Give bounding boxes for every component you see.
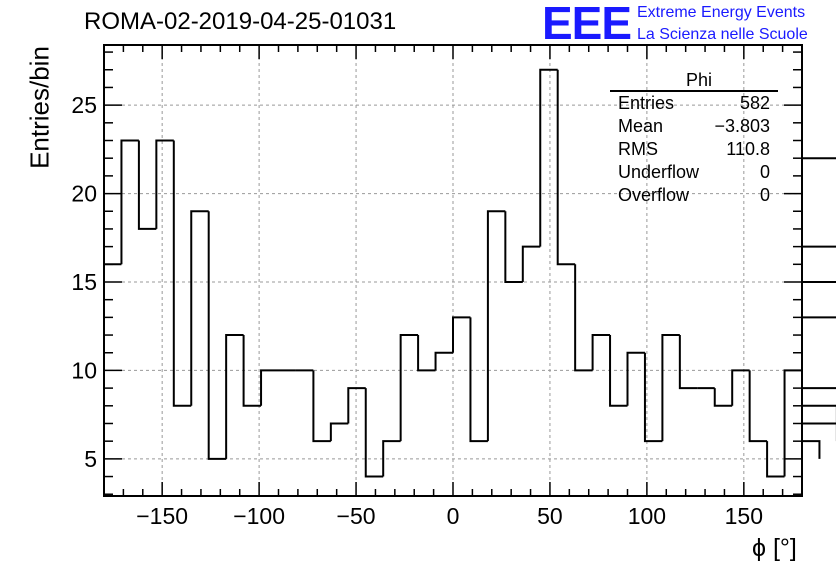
stats-label: RMS (618, 139, 658, 159)
stats-value: 0 (759, 162, 770, 182)
histogram-bin (802, 280, 836, 283)
stats-row-underflow: Underflow 0 (610, 161, 778, 184)
logo-line-1: Extreme Energy Events (637, 4, 806, 21)
x-tick-label: 150 (725, 503, 763, 529)
histogram-bin (766, 441, 785, 478)
histogram-bin (137, 140, 157, 230)
histogram-bin (678, 335, 698, 390)
axis-ticks (103, 45, 803, 496)
histogram-bin (521, 245, 541, 282)
x-tick-labels: −150 −100 −50 0 50 100 150 (136, 503, 763, 529)
histogram-bin (417, 335, 436, 372)
histogram-bin (329, 422, 349, 442)
stats-row-mean: Mean −3.803 (610, 115, 778, 138)
stats-title: Phi (610, 70, 778, 92)
stats-row-rms: RMS 110.8 (610, 138, 778, 161)
histogram-bin (626, 351, 645, 406)
histogram-bin (802, 245, 836, 248)
histogram-bin (802, 157, 836, 160)
x-tick-label: 50 (537, 503, 563, 529)
chart-title: ROMA-02-2019-04-25-01031 (84, 8, 397, 35)
x-tick-label: −100 (233, 503, 285, 529)
histogram-bin (347, 387, 366, 424)
stats-label: Overflow (618, 185, 690, 205)
histogram-bin (364, 388, 384, 478)
y-tick-label: 15 (71, 269, 97, 295)
histogram-bin (190, 210, 209, 406)
histogram-bin (172, 140, 192, 407)
stats-value: 582 (739, 93, 770, 113)
stats-box: Phi Entries 582 Mean −3.803 RMS 110.8 Un… (610, 70, 778, 207)
stats-value: 0 (759, 185, 770, 205)
logo-line-2: La Scienza nelle Scuole (637, 26, 808, 43)
histogram-bin (504, 211, 523, 283)
x-tick-label: −50 (337, 503, 376, 529)
x-tick-label: 0 (447, 503, 460, 529)
histogram-bin (556, 69, 576, 266)
y-tick-label: 20 (71, 181, 97, 207)
histogram-bin (120, 139, 139, 265)
y-tick-label: 25 (71, 92, 97, 118)
stats-label: Mean (618, 116, 664, 136)
histogram-bin (399, 334, 419, 442)
x-axis-label: ϕ [°] (752, 534, 797, 562)
stats-row-entries: Entries 582 (610, 92, 778, 115)
x-tick-label: 100 (628, 503, 666, 529)
y-axis-label: Entries/bin (24, 46, 55, 169)
histogram-bin (225, 334, 244, 459)
y-tick-label: 5 (84, 446, 97, 472)
histogram-bin (574, 264, 593, 372)
histogram-bin (802, 440, 821, 459)
histogram-bin (155, 139, 174, 229)
histogram-bin (469, 317, 488, 443)
histogram-bin (609, 335, 628, 407)
histogram-bin (643, 352, 663, 443)
eee-logo: EEE (542, 0, 632, 49)
histogram-bin (260, 369, 279, 406)
histogram-bin (731, 369, 750, 406)
histogram-bin (539, 68, 558, 247)
histogram-bin (242, 335, 262, 407)
histogram-bin (382, 440, 401, 477)
histogram-bin (591, 334, 611, 371)
y-tick-labels: 5 10 15 20 25 (71, 92, 97, 472)
histogram-bin (713, 388, 733, 407)
histogram-bin (748, 370, 768, 443)
stats-value: −3.803 (714, 116, 770, 136)
stats-label: Entries (618, 93, 675, 113)
histogram-bin (661, 334, 680, 442)
histogram-bin (802, 422, 836, 425)
y-tick-label: 10 (71, 357, 97, 383)
histogram-bin (802, 404, 836, 442)
histogram-bin (452, 316, 471, 353)
stats-value: 110.8 (726, 139, 770, 159)
histogram-bin (207, 211, 227, 460)
x-tick-label: −150 (136, 503, 188, 529)
stats-row-overflow: Overflow 0 (610, 184, 778, 207)
histogram-bin (312, 370, 331, 443)
histogram-bin (486, 210, 506, 442)
stats-label: Underflow (618, 162, 700, 182)
histogram-bin (434, 351, 453, 371)
